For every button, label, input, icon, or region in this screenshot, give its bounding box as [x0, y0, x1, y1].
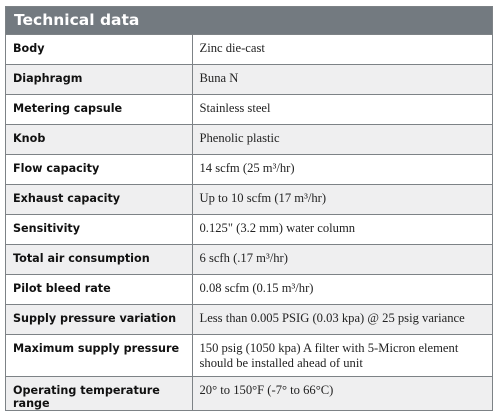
table-row-supply-pressure-variation: Supply pressure variation Less than 0.00… — [6, 304, 492, 335]
row-label: Sensitivity — [6, 214, 193, 245]
row-label: Flow capacity — [6, 154, 193, 185]
row-value: Phenolic plastic — [192, 124, 492, 155]
table-row-total-air-consumption: Total air consumption 6 scfh (.17 m³/hr) — [6, 244, 492, 275]
row-label: Exhaust capacity — [6, 184, 193, 215]
table-row-maximum-supply-pressure: Maximum supply pressure 150 psig (1050 k… — [6, 334, 492, 377]
row-label: Maximum supply pressure — [6, 334, 193, 377]
technical-data-table-card: Technical data Body Zinc die-cast Diaphr… — [5, 6, 493, 411]
row-label: Operating temperature range — [6, 376, 193, 410]
row-value: Up to 10 scfm (17 m³/hr) — [192, 184, 492, 215]
row-value: Buna N — [192, 64, 492, 95]
row-label: Diaphragm — [6, 64, 193, 95]
row-value: 0.125" (3.2 mm) water column — [192, 214, 492, 245]
row-label: Body — [6, 34, 193, 65]
row-value: 0.08 scfm (0.15 m³/hr) — [192, 274, 492, 305]
table-row-body: Body Zinc die-cast — [6, 34, 492, 65]
row-label: Knob — [6, 124, 193, 155]
table-row-exhaust-capacity: Exhaust capacity Up to 10 scfm (17 m³/hr… — [6, 184, 492, 215]
table-row-diaphragm: Diaphragm Buna N — [6, 64, 492, 95]
table-row-pilot-bleed-rate: Pilot bleed rate 0.08 scfm (0.15 m³/hr) — [6, 274, 492, 305]
row-value: Less than 0.005 PSIG (0.03 kpa) @ 25 psi… — [192, 304, 492, 335]
row-value: 6 scfh (.17 m³/hr) — [192, 244, 492, 275]
table-row-knob: Knob Phenolic plastic — [6, 124, 492, 155]
row-value: Stainless steel — [192, 94, 492, 125]
row-value: 14 scfm (25 m³/hr) — [192, 154, 492, 185]
table-row-sensitivity: Sensitivity 0.125" (3.2 mm) water column — [6, 214, 492, 245]
row-label: Metering capsule — [6, 94, 193, 125]
row-label: Pilot bleed rate — [6, 274, 193, 305]
technical-data-table: Body Zinc die-cast Diaphragm Buna N Mete… — [6, 34, 492, 410]
row-value: 150 psig (1050 kpa) A filter with 5-Micr… — [192, 334, 492, 377]
table-row-metering-capsule: Metering capsule Stainless steel — [6, 94, 492, 125]
row-value: Zinc die-cast — [192, 34, 492, 65]
row-value: 20° to 150°F (-7° to 66°C) — [192, 376, 492, 410]
table-title: Technical data — [6, 7, 492, 34]
row-label: Total air consumption — [6, 244, 193, 275]
table-row-flow-capacity: Flow capacity 14 scfm (25 m³/hr) — [6, 154, 492, 185]
row-label: Supply pressure variation — [6, 304, 193, 335]
table-row-operating-temperature-range: Operating temperature range 20° to 150°F… — [6, 376, 492, 410]
